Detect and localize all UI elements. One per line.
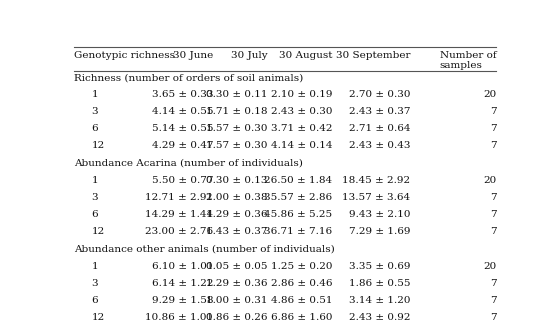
Text: 1.86 ± 0.55: 1.86 ± 0.55 <box>349 278 411 287</box>
Text: Abundance other animals (number of individuals): Abundance other animals (number of indiv… <box>74 245 335 254</box>
Text: 2.86 ± 0.46: 2.86 ± 0.46 <box>270 278 332 287</box>
Text: 3.35 ± 0.69: 3.35 ± 0.69 <box>349 262 411 271</box>
Text: 36.71 ± 7.16: 36.71 ± 7.16 <box>264 227 332 236</box>
Text: 12: 12 <box>91 141 105 150</box>
Text: 23.00 ± 2.76: 23.00 ± 2.76 <box>145 227 213 236</box>
Text: 4.29 ± 0.47: 4.29 ± 0.47 <box>152 141 213 150</box>
Text: Number of
samples: Number of samples <box>440 51 496 70</box>
Text: 7: 7 <box>490 278 496 287</box>
Text: 4.86 ± 0.51: 4.86 ± 0.51 <box>270 295 332 305</box>
Text: 1.43 ± 0.37: 1.43 ± 0.37 <box>206 227 268 236</box>
Text: 7: 7 <box>490 313 496 322</box>
Text: 30 August: 30 August <box>279 51 332 60</box>
Text: 14.29 ± 1.44: 14.29 ± 1.44 <box>145 210 213 219</box>
Text: 1.71 ± 0.18: 1.71 ± 0.18 <box>206 107 268 116</box>
Text: 12: 12 <box>91 227 105 236</box>
Text: 20: 20 <box>483 90 496 99</box>
Text: 2.71 ± 0.64: 2.71 ± 0.64 <box>349 124 411 133</box>
Text: 7: 7 <box>490 124 496 133</box>
Text: 2.43 ± 0.92: 2.43 ± 0.92 <box>349 313 411 322</box>
Text: 1: 1 <box>91 90 98 99</box>
Text: 2.43 ± 0.30: 2.43 ± 0.30 <box>270 107 332 116</box>
Text: Richness (number of orders of soil animals): Richness (number of orders of soil anima… <box>74 73 304 82</box>
Text: 6: 6 <box>91 124 98 133</box>
Text: 2.10 ± 0.19: 2.10 ± 0.19 <box>270 90 332 99</box>
Text: 4.14 ± 0.14: 4.14 ± 0.14 <box>270 141 332 150</box>
Text: 6: 6 <box>91 295 98 305</box>
Text: 5.14 ± 0.55: 5.14 ± 0.55 <box>152 124 213 133</box>
Text: 7: 7 <box>490 107 496 116</box>
Text: 7: 7 <box>490 210 496 219</box>
Text: 2.43 ± 0.43: 2.43 ± 0.43 <box>349 141 411 150</box>
Text: 7.29 ± 1.69: 7.29 ± 1.69 <box>349 227 411 236</box>
Text: 0.30 ± 0.11: 0.30 ± 0.11 <box>206 90 268 99</box>
Text: 3: 3 <box>91 107 98 116</box>
Text: 0.30 ± 0.13: 0.30 ± 0.13 <box>206 176 268 185</box>
Text: 7: 7 <box>490 227 496 236</box>
Text: 13.57 ± 3.64: 13.57 ± 3.64 <box>342 193 411 202</box>
Text: 3.71 ± 0.42: 3.71 ± 0.42 <box>270 124 332 133</box>
Text: 1: 1 <box>91 176 98 185</box>
Text: 3.65 ± 0.33: 3.65 ± 0.33 <box>152 90 213 99</box>
Text: 1.00 ± 0.31: 1.00 ± 0.31 <box>206 295 268 305</box>
Text: 1.29 ± 0.36: 1.29 ± 0.36 <box>206 210 268 219</box>
Text: Abundance Acarina (number of individuals): Abundance Acarina (number of individuals… <box>74 159 303 168</box>
Text: 3: 3 <box>91 193 98 202</box>
Text: 30 September: 30 September <box>336 51 411 60</box>
Text: 1.29 ± 0.36: 1.29 ± 0.36 <box>206 278 268 287</box>
Text: 5.50 ± 0.77: 5.50 ± 0.77 <box>152 176 213 185</box>
Text: 30 July: 30 July <box>231 51 268 60</box>
Text: 7: 7 <box>490 193 496 202</box>
Text: 3: 3 <box>91 278 98 287</box>
Text: 0.05 ± 0.05: 0.05 ± 0.05 <box>206 262 268 271</box>
Text: 1.57 ± 0.30: 1.57 ± 0.30 <box>206 141 268 150</box>
Text: 26.50 ± 1.84: 26.50 ± 1.84 <box>264 176 332 185</box>
Text: 12.71 ± 2.91: 12.71 ± 2.91 <box>145 193 213 202</box>
Text: 2.70 ± 0.30: 2.70 ± 0.30 <box>349 90 411 99</box>
Text: 1.57 ± 0.30: 1.57 ± 0.30 <box>206 124 268 133</box>
Text: 12: 12 <box>91 313 105 322</box>
Text: 4.14 ± 0.55: 4.14 ± 0.55 <box>152 107 213 116</box>
Text: 20: 20 <box>483 176 496 185</box>
Text: 1: 1 <box>91 262 98 271</box>
Text: 18.45 ± 2.92: 18.45 ± 2.92 <box>342 176 411 185</box>
Text: 35.57 ± 2.86: 35.57 ± 2.86 <box>264 193 332 202</box>
Text: 2.00 ± 0.38: 2.00 ± 0.38 <box>206 193 268 202</box>
Text: 6.14 ± 1.22: 6.14 ± 1.22 <box>152 278 213 287</box>
Text: 9.43 ± 2.10: 9.43 ± 2.10 <box>349 210 411 219</box>
Text: 6.86 ± 1.60: 6.86 ± 1.60 <box>270 313 332 322</box>
Text: 30 June: 30 June <box>173 51 213 60</box>
Text: 7: 7 <box>490 141 496 150</box>
Text: 10.86 ± 1.01: 10.86 ± 1.01 <box>145 313 213 322</box>
Text: 2.43 ± 0.37: 2.43 ± 0.37 <box>349 107 411 116</box>
Text: 1.25 ± 0.20: 1.25 ± 0.20 <box>270 262 332 271</box>
Text: 6: 6 <box>91 210 98 219</box>
Text: 7: 7 <box>490 295 496 305</box>
Text: 6.10 ± 1.01: 6.10 ± 1.01 <box>152 262 213 271</box>
Text: 0.86 ± 0.26: 0.86 ± 0.26 <box>206 313 268 322</box>
Text: 3.14 ± 1.20: 3.14 ± 1.20 <box>349 295 411 305</box>
Text: 45.86 ± 5.25: 45.86 ± 5.25 <box>264 210 332 219</box>
Text: 20: 20 <box>483 262 496 271</box>
Text: 9.29 ± 1.58: 9.29 ± 1.58 <box>152 295 213 305</box>
Text: Genotypic richness: Genotypic richness <box>74 51 176 60</box>
